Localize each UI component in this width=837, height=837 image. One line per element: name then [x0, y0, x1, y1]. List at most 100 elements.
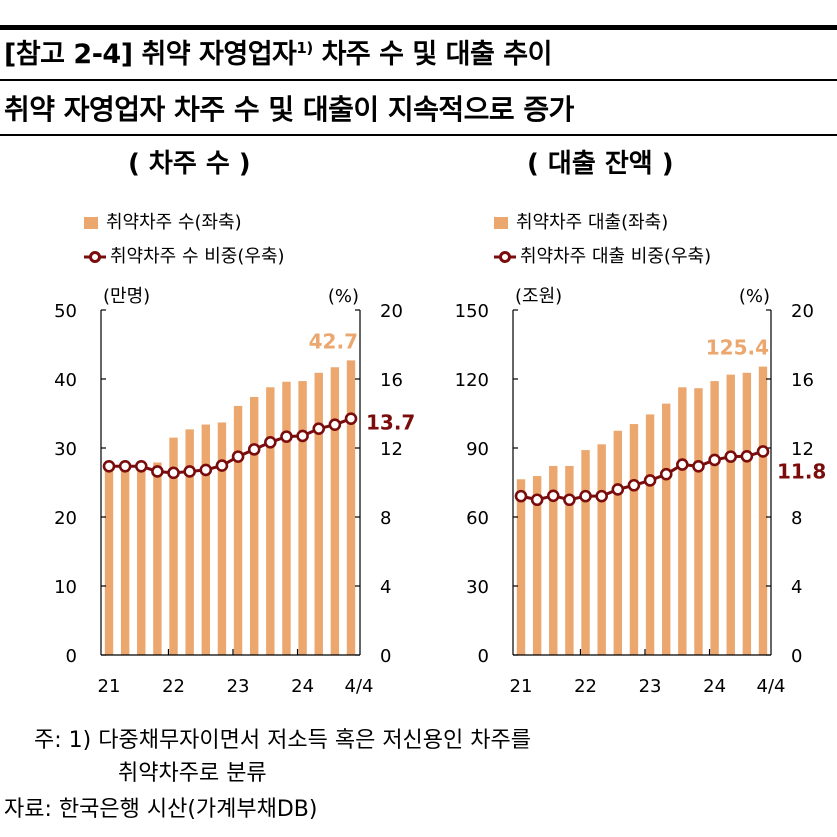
bar	[549, 465, 558, 655]
page-title: [참고 2-4] 취약 자영업자1) 차주 수 및 대출 추이	[4, 32, 552, 71]
line-marker-icon	[84, 251, 106, 263]
left-unit-label: (조원)	[515, 286, 562, 307]
bar	[565, 465, 574, 655]
right-legend-line: 취약차주 대출 비중(우축)	[494, 242, 711, 268]
line-point	[756, 445, 770, 458]
share-line	[109, 417, 352, 475]
footnote-cont: 취약차주로 분류	[118, 761, 267, 786]
line-point	[563, 493, 576, 507]
x-tick-label: 21	[510, 676, 533, 697]
line-point	[247, 443, 261, 456]
line-point	[708, 453, 721, 467]
line-point	[167, 466, 180, 480]
bar	[742, 372, 752, 655]
bar	[169, 437, 178, 655]
line-point	[102, 459, 116, 473]
bar	[710, 381, 719, 655]
bar-swatch-icon	[84, 217, 98, 229]
right-tick-label: 8	[380, 508, 391, 529]
bar	[330, 367, 340, 655]
title-text: [참고 2-4] 취약 자영업자	[4, 39, 297, 70]
left-tick-label: 0	[66, 646, 77, 667]
right-unit-label: (%)	[739, 286, 770, 307]
x-tick-label: 21	[98, 676, 121, 697]
line-point	[692, 459, 705, 473]
bar	[282, 381, 291, 655]
bar	[120, 464, 130, 655]
legend-label: 취약차주 대출 비중(우축)	[520, 246, 712, 267]
line-point	[627, 478, 641, 492]
x-tick-label: 4/4	[757, 676, 786, 697]
left-tick-label: 20	[54, 508, 77, 529]
line-point	[215, 459, 229, 472]
line-point	[595, 489, 608, 503]
bar	[153, 462, 162, 655]
bar	[104, 464, 114, 655]
right-legend-bar: 취약차주 대출(좌축)	[494, 208, 668, 234]
right-tick-label: 16	[791, 370, 814, 391]
bar-last-value-label: 42.7	[309, 329, 358, 353]
bar	[346, 360, 356, 655]
line-last-value-label: 11.8	[777, 459, 826, 483]
left-tick-label: 30	[466, 577, 489, 598]
bar	[217, 422, 227, 655]
bar	[758, 366, 768, 655]
left-tick-label: 10	[54, 577, 77, 598]
line-point	[280, 430, 293, 443]
x-tick-label: 24	[291, 676, 314, 697]
left-tick-label: 0	[478, 646, 489, 667]
left-chart-title: ( 차주 수 )	[128, 149, 251, 179]
left-tick-label: 120	[455, 370, 489, 391]
line-point	[530, 493, 544, 507]
left-legend-bar: 취약차주 수(좌축)	[84, 208, 242, 234]
x-tick-label: 22	[574, 676, 597, 697]
bar	[726, 374, 735, 655]
line-point	[643, 474, 657, 487]
x-tick-label: 22	[162, 676, 185, 697]
title-text-rest: 차주 수 및 대출 추이	[312, 39, 553, 70]
divider	[0, 79, 837, 81]
footnote-marker: 1)	[296, 39, 313, 57]
line-marker-icon	[494, 251, 516, 263]
bar	[298, 381, 307, 655]
page-subtitle: 취약 자영업자 차주 수 및 대출이 지속적으로 증가	[4, 93, 574, 126]
left-tick-label: 150	[455, 301, 489, 322]
line-point	[151, 465, 164, 478]
left-tick-label: 30	[54, 439, 77, 460]
legend-label: 취약차주 수(좌축)	[106, 212, 242, 233]
bar	[581, 450, 590, 655]
line-point	[724, 450, 738, 463]
line-point	[344, 412, 358, 425]
right-tick-label: 0	[380, 646, 391, 667]
legend-label: 취약차주 대출(좌축)	[516, 212, 669, 233]
bar	[201, 424, 210, 655]
x-tick-label: 23	[639, 676, 662, 697]
bar	[314, 372, 323, 655]
left-tick-label: 50	[54, 301, 77, 322]
line-point	[611, 483, 625, 496]
divider	[0, 134, 837, 136]
legend-label: 취약차주 수 비중(우축)	[110, 246, 285, 267]
left-tick-label: 90	[466, 439, 489, 460]
line-last-value-label: 13.7	[366, 411, 415, 435]
line-point	[118, 459, 132, 473]
right-tick-label: 4	[380, 577, 391, 598]
bar	[516, 479, 526, 655]
bar	[266, 387, 275, 655]
right-tick-label: 16	[380, 370, 403, 391]
bar	[662, 403, 671, 655]
right-unit-label: (%)	[328, 286, 359, 307]
top-rule	[0, 25, 837, 30]
line-point	[659, 467, 673, 481]
left-unit-label: (만명)	[103, 286, 150, 307]
share-line	[520, 450, 764, 502]
right-tick-label: 0	[791, 646, 802, 667]
line-point	[579, 489, 592, 503]
right-tick-label: 12	[380, 439, 403, 460]
line-point	[328, 418, 342, 432]
line-point	[183, 465, 196, 478]
bar	[250, 396, 259, 655]
bar	[613, 430, 622, 655]
right-tick-label: 4	[791, 577, 802, 598]
